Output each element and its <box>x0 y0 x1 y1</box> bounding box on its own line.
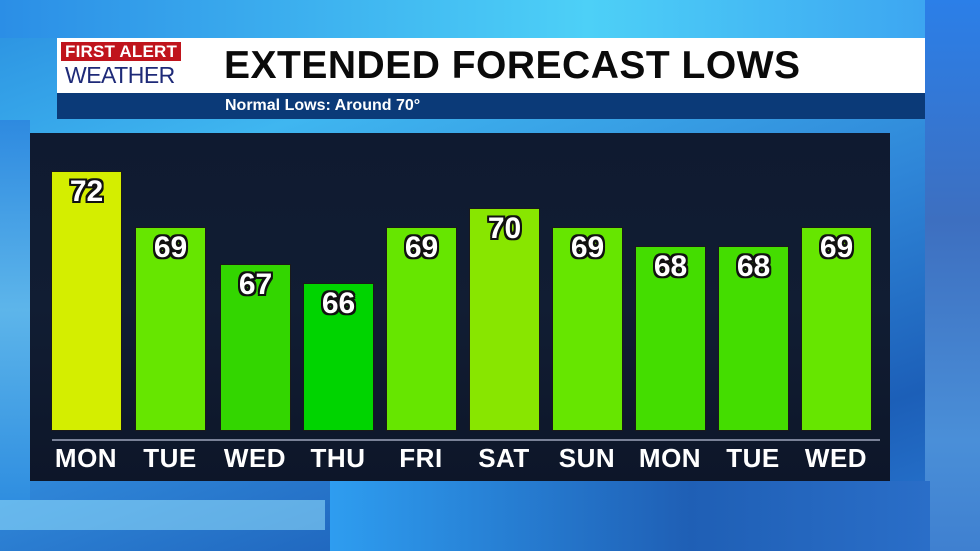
day-label: SUN <box>558 443 616 473</box>
bar-value-label: 69 <box>819 231 854 264</box>
day-label: WED <box>223 443 287 473</box>
logo-line-1: FIRST ALERT <box>61 42 182 61</box>
subtitle: Normal Lows: Around 70° <box>225 97 421 114</box>
bar-value-label: 69 <box>153 231 188 264</box>
bar-value-label: 70 <box>487 212 522 245</box>
background-tile <box>0 0 980 38</box>
bar-sat-5: 70 <box>469 208 540 431</box>
bar-tue-1: 69 <box>135 227 206 431</box>
day-label: THU <box>310 443 366 473</box>
day-label: FRI <box>399 443 443 473</box>
bar-value-label: 66 <box>321 287 356 320</box>
day-label: MON <box>638 443 702 473</box>
bar-thu-3: 66 <box>303 283 374 431</box>
page-title: EXTENDED FORECAST LOWS <box>224 44 801 87</box>
background-stripe <box>0 500 325 530</box>
bar-sun-6: 69 <box>552 227 623 431</box>
bar-value-label: 68 <box>653 250 688 283</box>
logo-line-2: WEATHER <box>65 62 175 88</box>
bar-mon-0: 72 <box>51 171 122 431</box>
bar-value-label: 68 <box>736 250 771 283</box>
day-label: TUE <box>143 443 197 473</box>
bar-value-label: 69 <box>404 231 439 264</box>
bar-mon-7: 68 <box>635 246 706 431</box>
background-tile <box>925 0 980 551</box>
background-tile <box>0 120 30 500</box>
day-label: TUE <box>726 443 780 473</box>
bar-value-label: 67 <box>238 268 273 301</box>
bar-tue-8: 68 <box>718 246 789 431</box>
first-alert-weather-logo: FIRST ALERT WEATHER <box>61 42 199 89</box>
bar-value-label: 72 <box>69 175 104 208</box>
chart-panel: 72 69 67 66 69 70 69 68 68 69 MON TUE WED THU FRI SAT S… <box>30 133 890 481</box>
bar-fri-4: 69 <box>386 227 457 431</box>
x-axis-line <box>52 439 880 441</box>
bar-wed-9: 69 <box>801 227 872 431</box>
bar-value-label: 69 <box>570 231 605 264</box>
background-tile <box>330 481 930 551</box>
day-label: MON <box>54 443 118 473</box>
bar-wed-2: 67 <box>220 264 291 431</box>
title-bar: FIRST ALERT WEATHER EXTENDED FORECAST LO… <box>57 38 925 93</box>
day-label: WED <box>804 443 868 473</box>
subtitle-bar: Normal Lows: Around 70° <box>57 93 925 119</box>
day-label: SAT <box>478 443 530 473</box>
